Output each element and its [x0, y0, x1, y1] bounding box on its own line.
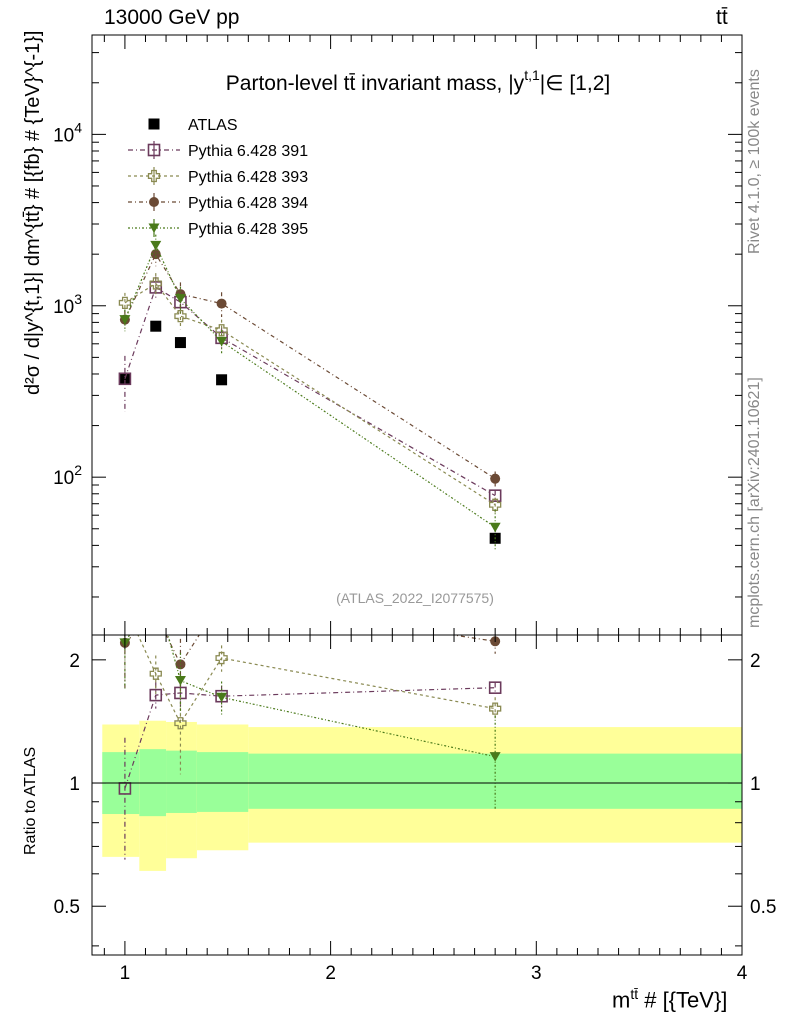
ratio-point: [489, 702, 502, 715]
ratio-y-tick-label: 0.5: [54, 897, 80, 918]
ratio-uncertainty-bands: [102, 720, 743, 871]
process-label: tt̄: [716, 6, 728, 29]
series-pythia-6-428-395: [119, 234, 501, 552]
ratio-point: [215, 651, 228, 665]
data-point: [118, 372, 132, 386]
series-pythia-6-428-394: [119, 243, 501, 487]
ratio-point: [149, 688, 163, 702]
data-point: [216, 374, 228, 386]
collision-energy-label: 13000 GeV pp: [104, 6, 240, 29]
ratio-y-axis-label: Ratio to ATLAS: [22, 746, 39, 855]
x-tick-label: 2: [325, 963, 336, 984]
data-point: [150, 320, 162, 332]
data-point: [489, 522, 501, 533]
legend-label: Pythia 6.428 391: [188, 143, 308, 160]
ratio-point: [150, 586, 161, 596]
data-point: [489, 498, 502, 511]
ratio-line: [137, 635, 496, 725]
series-pythia-6-428-393: [118, 273, 502, 513]
ratio-point: [217, 595, 227, 605]
legend-entry: Pythia 6.428 393: [128, 167, 308, 186]
legend-marker: [147, 143, 161, 157]
data-point: [174, 294, 186, 304]
y-axis-label: d²σ / d|y^{t,1}| dm^{tt̄} # [{fb} # {TeV…: [22, 30, 44, 395]
data-point: [490, 473, 501, 484]
legend-marker: [148, 118, 160, 130]
series-line: [124, 286, 496, 497]
legend-label: ATLAS: [188, 117, 238, 134]
y-tick-label: 102: [53, 462, 82, 489]
ratio-y-tick-label-right: 0.5: [750, 897, 776, 918]
data-point: [216, 336, 228, 347]
mcplots-source-label: mcplots.cern.ch [arXiv:2401.10621]: [746, 377, 763, 628]
y-tick-label: 104: [53, 119, 82, 146]
ratio-point: [119, 601, 130, 612]
data-point: [149, 277, 162, 290]
data-point: [174, 309, 187, 323]
ratio-point: [149, 667, 162, 680]
analysis-id-label: (ATLAS_2022_I2077575): [336, 590, 494, 606]
legend: ATLAS Pythia 6.428 391 Pythia 6.428 393 Pyt…: [128, 117, 308, 238]
band-inner: [166, 750, 197, 813]
series-line: [124, 243, 496, 528]
ratio-y-tick-label: 1: [69, 774, 80, 795]
data-point: [118, 296, 132, 310]
data-point: [174, 337, 186, 349]
chart-title: Parton-level tt̄ invariant mass, |yt,1|∈…: [226, 67, 610, 95]
ratio-point: [151, 608, 161, 618]
legend-entry: Pythia 6.428 395: [128, 219, 308, 238]
data-point: [150, 240, 162, 251]
legend-label: Pythia 6.428 394: [188, 195, 308, 212]
legend-marker: [147, 169, 161, 183]
legend-entry: ATLAS: [148, 117, 238, 134]
band-inner: [248, 753, 743, 809]
data-point: [215, 324, 228, 337]
series-atlas: [119, 320, 501, 544]
rivet-version-label: Rivet 4.1.0, ≥ 100k events: [746, 69, 763, 254]
data-point: [216, 298, 227, 309]
legend-marker: [149, 197, 159, 207]
ratio-point: [216, 692, 228, 703]
ratio-y-tick-label-right: 2: [750, 651, 761, 672]
x-tick-label: 4: [737, 963, 748, 984]
ratio-y-tick-label-right: 1: [750, 774, 761, 795]
y-tick-label: 103: [53, 291, 82, 318]
ratio-point: [489, 752, 501, 762]
legend-entry: Pythia 6.428 391: [128, 141, 308, 160]
series-pythia-6-428-391: [118, 276, 502, 502]
ratio-y-tick-label: 2: [69, 651, 80, 672]
data-point: [488, 489, 502, 502]
ratio-point: [174, 676, 186, 686]
x-tick-label: 1: [120, 963, 131, 984]
ratio-point: [174, 717, 187, 730]
data-point: [119, 315, 131, 325]
band-inner: [196, 752, 249, 812]
x-axis-label: mtt̄ # [{TeV}]: [612, 986, 728, 1013]
legend-entry: Pythia 6.428 394: [128, 193, 308, 212]
data-point: [150, 249, 161, 260]
legend-label: Pythia 6.428 393: [188, 169, 308, 186]
legend-marker: [148, 223, 160, 233]
x-tick-label: 3: [531, 963, 542, 984]
series-line: [124, 282, 496, 506]
legend-label: Pythia 6.428 395: [188, 221, 308, 238]
ratio-point: [488, 681, 502, 694]
ratio-panel-frame: [91, 634, 743, 956]
